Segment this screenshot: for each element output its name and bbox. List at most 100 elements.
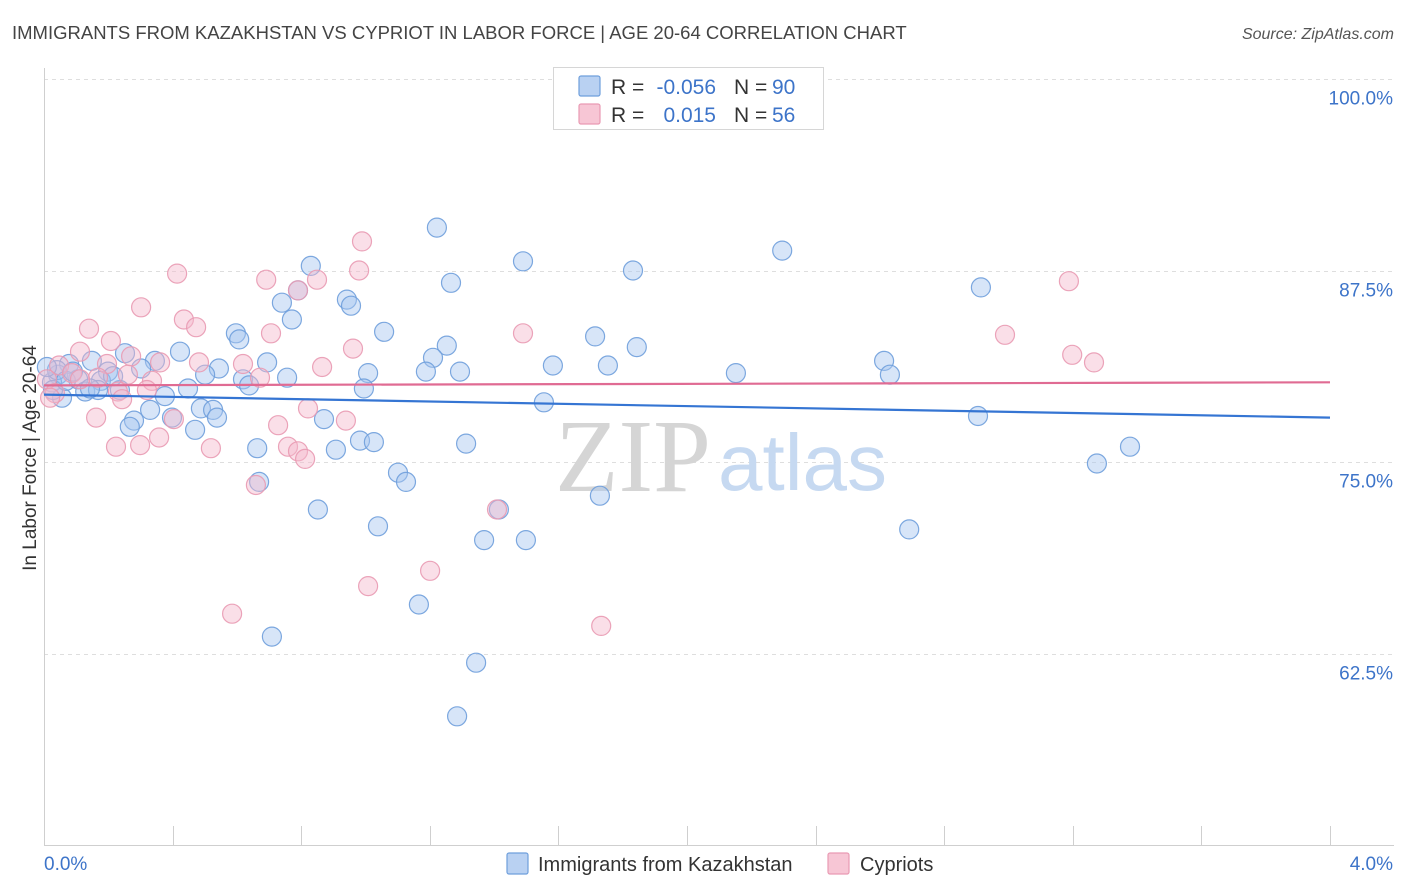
kazakhstan-point (1086, 453, 1108, 474)
kazakhstan-point (533, 392, 555, 413)
series-legend-swatch-kazakhstan (506, 852, 529, 875)
cypriots-point (167, 263, 188, 284)
kazakhstan-point (584, 326, 606, 347)
kazakhstan-point (277, 367, 298, 388)
cypriots-point (149, 427, 170, 448)
cypriots-point (69, 369, 91, 390)
series-legend-swatch-cypriots (827, 852, 850, 875)
cypriots-point (87, 367, 109, 388)
cypriots-point (130, 435, 151, 456)
legend-n-label-kazakhstan: N = (734, 76, 767, 99)
kazakhstan-point (358, 363, 379, 384)
cypriots-point (173, 309, 194, 330)
cypriots-point (232, 353, 254, 375)
kazakhstan-point (114, 343, 136, 364)
cypriots-point (186, 317, 207, 338)
kazakhstan-point (261, 626, 282, 647)
cypriots-point (295, 448, 316, 469)
cypriots-point (222, 603, 243, 624)
cypriots-point (358, 575, 379, 597)
kazakhstan-point (447, 706, 468, 727)
watermark-atlas: atlas (718, 418, 887, 507)
series-legend-label-cypriots: Cypriots (860, 854, 933, 876)
stats-legend: R = -0.056 N = 90 R = 0.015 N = 56 (553, 67, 824, 130)
trend-lines (43, 381, 1331, 419)
cypriots-point (163, 409, 184, 430)
cypriots-point (420, 560, 441, 581)
kazakhstan-point (449, 361, 471, 382)
kazakhstan-point (313, 409, 335, 430)
cypriots-point (85, 407, 107, 428)
kazakhstan-point (271, 292, 292, 313)
kazakhstan-point (597, 355, 619, 376)
kazakhstan-point (229, 329, 250, 350)
kazakhstan-point (408, 594, 429, 615)
legend-r-value-kazakhstan: -0.056 (656, 76, 716, 99)
legend-n-label-cypriots: N = (734, 104, 767, 127)
cypriots-point (297, 398, 319, 419)
kazakhstan-point (879, 364, 901, 385)
kazakhstan-point (515, 529, 537, 551)
cypriots-trend-line (43, 381, 1331, 387)
kazakhstan-point (169, 341, 191, 362)
cypriots-point (131, 297, 152, 318)
kazakhstan-point (542, 355, 564, 376)
kazakhstan-point (899, 519, 920, 540)
kazakhstan-point (967, 405, 989, 427)
kazakhstan-point (247, 438, 268, 459)
cypriots-point (121, 346, 142, 367)
y-axis-title-group: In Labor Force | Age 20-64 (20, 345, 41, 571)
kazakhstan-point (307, 499, 328, 520)
cypriots-point (245, 474, 266, 496)
cypriots-point (342, 338, 364, 359)
cypriots-point (268, 415, 289, 436)
legend-swatch-kazakhstan (578, 75, 601, 97)
cypriots-points (36, 231, 1105, 637)
cypriots-point (69, 341, 91, 362)
chart-title: IMMIGRANTS FROM KAZAKHSTAN VS CYPRIOT IN… (12, 22, 907, 43)
kazakhstan-point (426, 217, 447, 238)
cypriots-point (1062, 344, 1083, 365)
kazakhstan-point (626, 337, 647, 358)
kazakhstan-point (395, 471, 417, 492)
legend-r-label-kazakhstan: R = (611, 76, 644, 99)
x-tick-label-max: 4.0% (1350, 854, 1393, 875)
kazakhstan-point (325, 439, 346, 460)
cypriots-point (335, 410, 356, 431)
cypriots-point (117, 364, 139, 385)
y-tick-labels: 100.0% 87.5% 75.0% 62.5% (1329, 89, 1394, 685)
watermark: ZIP atlas (555, 399, 887, 514)
kazakhstan-point (725, 363, 747, 384)
kazakhstan-point (206, 407, 228, 428)
kazakhstan-point (374, 321, 395, 342)
cypriots-point (306, 269, 328, 290)
kazakhstan-point (970, 277, 992, 298)
kazakhstan-trend-line (43, 393, 1331, 419)
kazakhstan-point (177, 378, 199, 399)
cypriots-point (249, 367, 271, 388)
kazakhstan-point (474, 529, 495, 551)
chart-source: Source: ZipAtlas.com (1242, 26, 1394, 43)
cypriots-point (287, 280, 309, 301)
legend-n-value-kazakhstan: 90 (772, 76, 795, 99)
series-legend: Immigrants from Kazakhstan Cypriots (506, 852, 933, 876)
cypriots-point (105, 436, 127, 457)
kazakhstan-point (119, 416, 140, 437)
y-axis-title: In Labor Force | Age 20-64 (20, 345, 41, 571)
kazakhstan-point (589, 485, 611, 506)
kazakhstan-point (415, 361, 436, 382)
kazakhstan-point (772, 240, 793, 261)
kazakhstan-point (353, 378, 374, 399)
cypriots-point (351, 231, 373, 252)
cypriots-point (48, 355, 70, 376)
x-tick-label-min: 0.0% (44, 854, 87, 875)
kazakhstan-point (436, 335, 457, 356)
kazakhstan-point (185, 419, 206, 440)
kazakhstan-point (363, 432, 384, 453)
cypriots-point (200, 438, 221, 459)
legend-r-value-cypriots: 0.015 (663, 104, 716, 127)
kazakhstan-point (622, 260, 644, 281)
kazakhstan-point (466, 652, 487, 673)
